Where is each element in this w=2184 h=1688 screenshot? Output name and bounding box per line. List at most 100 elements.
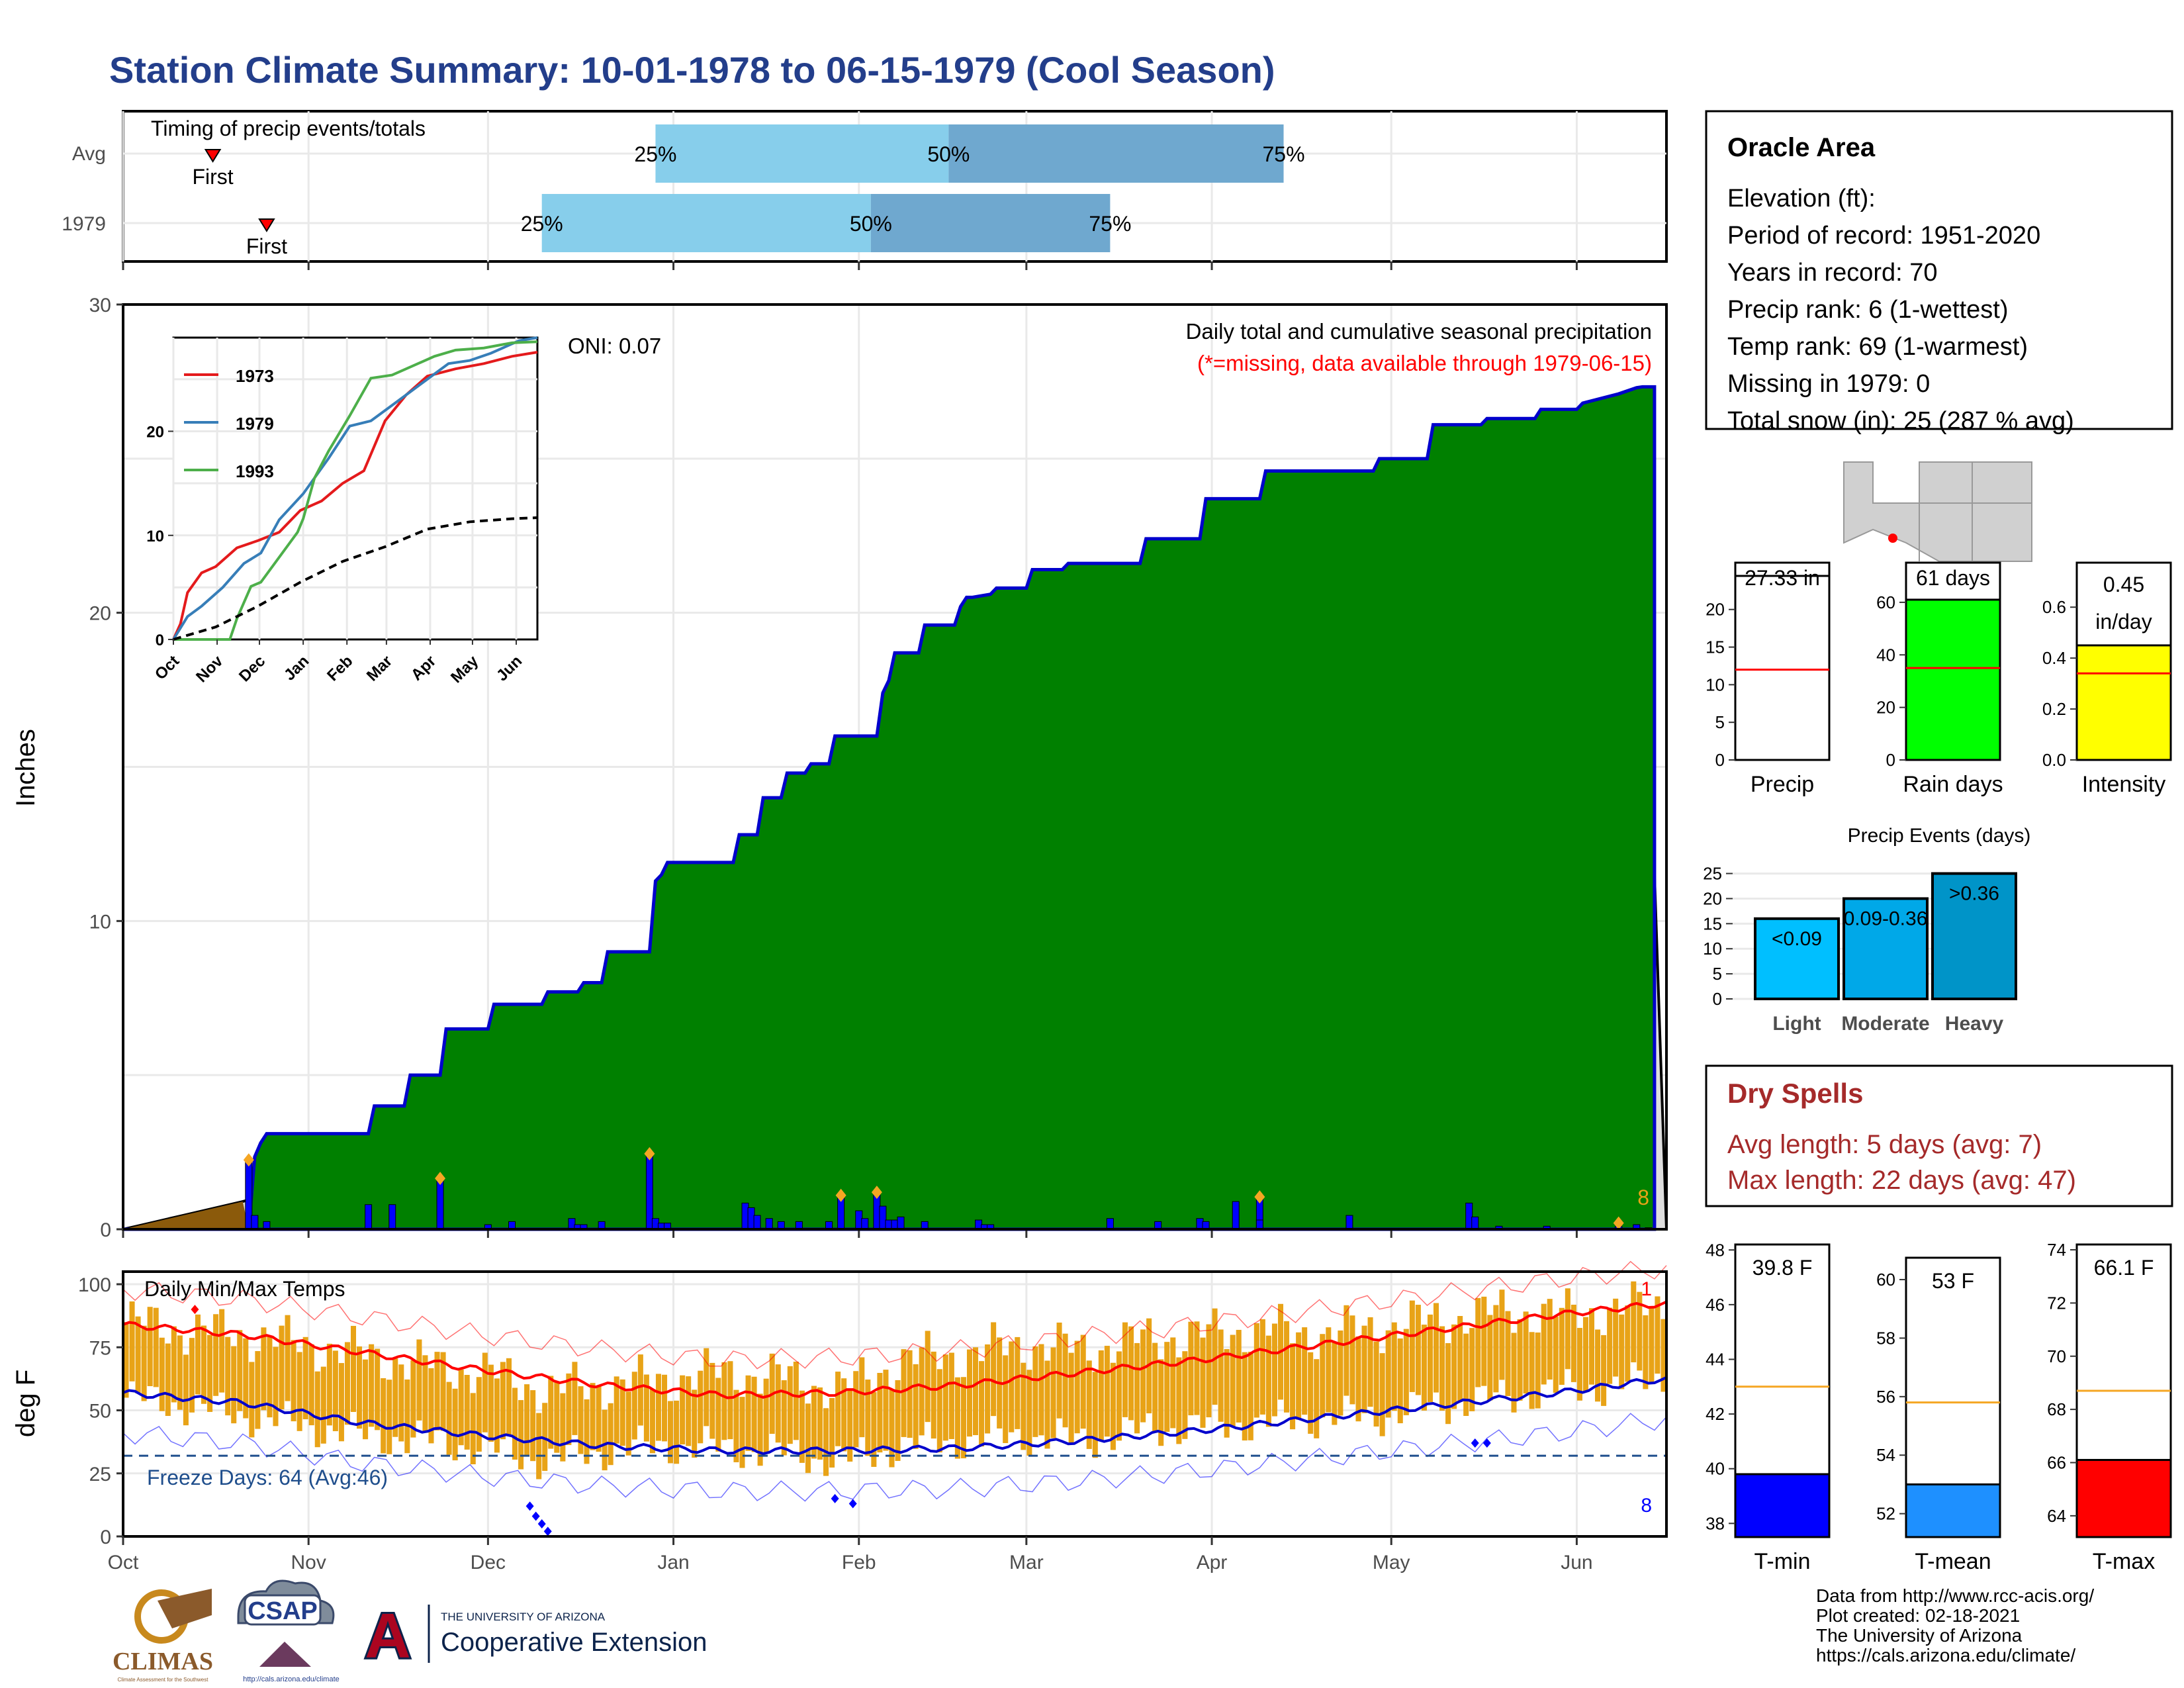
temp-range-bar [1332, 1342, 1338, 1425]
daily-precip-bar [897, 1216, 905, 1230]
temp-range-bar [1451, 1324, 1457, 1409]
temp-range-bar [751, 1376, 757, 1452]
precip-panel-frame [122, 303, 1668, 1231]
inset-y-tick-label: 0 [156, 632, 164, 649]
temp-range-bar [877, 1373, 883, 1453]
dry-spells-box: Dry Spells Avg length: 5 days (avg: 7) M… [1705, 1064, 2173, 1207]
temp-range-bar [931, 1351, 936, 1439]
temp-range-bar [1140, 1329, 1146, 1423]
temp-range-bar [1613, 1298, 1619, 1377]
temp-range-bar [279, 1325, 285, 1410]
daily-precip-bar [741, 1202, 749, 1230]
temp-tick-label-tmean: 52 [1876, 1504, 1895, 1524]
temp-range-bar [1397, 1338, 1403, 1424]
csap-url: http://cals.arizona.edu/climate [243, 1675, 340, 1683]
temp-count-top: 1 [1641, 1278, 1652, 1300]
summary-tick-label-rain_days: 20 [1876, 698, 1895, 718]
temp-range-bar [183, 1354, 189, 1426]
temp-range-bar [1559, 1307, 1565, 1385]
temp-tick-label-tmin: 38 [1706, 1513, 1725, 1533]
daily-precip-bar [747, 1207, 755, 1230]
temp-range-bar [332, 1350, 338, 1432]
temp-range-bar [123, 1322, 129, 1398]
temp-range-bar [973, 1347, 979, 1436]
temp-tick-label-tmin: 40 [1706, 1459, 1725, 1479]
temp-range-bar [291, 1340, 296, 1422]
inset-line-average [173, 516, 538, 641]
event-bar-label: Light [1772, 1013, 1821, 1035]
summary-tick-label-rain_days: 60 [1876, 592, 1895, 612]
temp-range-bar [1529, 1332, 1535, 1409]
temp-range-bar [1128, 1326, 1134, 1421]
temp-range-bar [177, 1335, 183, 1410]
temp-range-bar [805, 1403, 811, 1474]
events-title: Precip Events (days) [1848, 825, 2031, 847]
timing-title: Timing of precip events/totals [151, 117, 426, 140]
avg-min-line [122, 1376, 1667, 1456]
temp-tick-label-tmax: 72 [2047, 1293, 2066, 1313]
temp-range-bar [841, 1378, 847, 1452]
temp-range-bar [1098, 1350, 1104, 1440]
temp-range-bar [314, 1371, 320, 1448]
temp-range-bar [1176, 1357, 1182, 1444]
temp-range-bar [1433, 1303, 1439, 1393]
temp-range-bar [979, 1361, 985, 1447]
precip-events-panel: Precip Events (days) <0.09 Light 0.09-0.36… [1703, 825, 2030, 1035]
temp-range-bar [1625, 1305, 1631, 1382]
temp-range-bar [440, 1352, 446, 1431]
temp-range-bar [344, 1342, 350, 1425]
timing-q75-label: 75% [1089, 212, 1131, 236]
temp-range-bar [871, 1392, 877, 1467]
daily-precip-bar [1196, 1218, 1204, 1230]
temp-range-bar [1253, 1323, 1259, 1418]
temp-range-bar [698, 1370, 704, 1444]
record-low-marker [537, 1519, 546, 1528]
temp-range-bar [1553, 1316, 1559, 1393]
temp-range-bar [1582, 1317, 1588, 1392]
event-bar-heavy [1931, 872, 2017, 1000]
summary-tick-label-intensity: 0.2 [2042, 699, 2066, 719]
temp-range-bar [1517, 1319, 1523, 1401]
temp-range-bar [704, 1348, 709, 1427]
climas-wordmark: CLIMAS [113, 1648, 213, 1675]
info-line: Years in record: 70 [1727, 259, 1938, 287]
temp-range-bar [387, 1380, 392, 1454]
temp-tick-label-tmean: 58 [1876, 1328, 1895, 1348]
month-label: Dec [471, 1552, 506, 1573]
temp-range-bar [1015, 1336, 1021, 1429]
events-y-tick-label: 25 [1703, 864, 1722, 884]
temp-range-bar [231, 1346, 237, 1424]
month-label: Jun [1561, 1552, 1592, 1573]
timing-q50-label: 50% [850, 212, 892, 236]
csap-logo: CSAP http://cals.arizona.edu/climate [237, 1579, 340, 1683]
temp-range-bar [1050, 1347, 1056, 1438]
temp-tick-label-tmax: 66 [2047, 1452, 2066, 1472]
summary-bar-intensity [2075, 644, 2172, 761]
summary-value-intensity: 0.45 [2103, 573, 2144, 596]
temp-range-bar [1080, 1335, 1086, 1429]
climas-subtitle: Climate Assessment for the Southwest [118, 1677, 209, 1683]
temp-range-bar [1290, 1343, 1296, 1430]
info-line: Period of record: 1951-2020 [1727, 222, 2040, 250]
timing-first-marker [258, 218, 275, 232]
temp-range-bar [960, 1377, 966, 1459]
temp-range-bar [1068, 1352, 1074, 1443]
climas-map-icon [158, 1589, 212, 1628]
daily-precip-bar [855, 1210, 863, 1230]
temp-range-bar [398, 1364, 404, 1442]
summary-label-rain_days: Rain days [1903, 772, 2003, 797]
temp-range-bar [721, 1362, 727, 1440]
month-label: Apr [1197, 1552, 1228, 1573]
month-label: Feb [842, 1552, 876, 1573]
temp-range-bar [1421, 1325, 1427, 1411]
temp-range-bar [1152, 1342, 1158, 1433]
temp-range-bar [745, 1375, 751, 1451]
temp-range-bar [907, 1350, 913, 1438]
temp-range-bar [1588, 1308, 1595, 1385]
temp-range-bar [793, 1362, 799, 1440]
temp-range-bar [1194, 1321, 1200, 1415]
temp-range-bar [1230, 1335, 1236, 1427]
temp-range-bar [1493, 1305, 1499, 1393]
temp-range-bar [141, 1325, 147, 1401]
temp-range-bar [1535, 1332, 1541, 1409]
